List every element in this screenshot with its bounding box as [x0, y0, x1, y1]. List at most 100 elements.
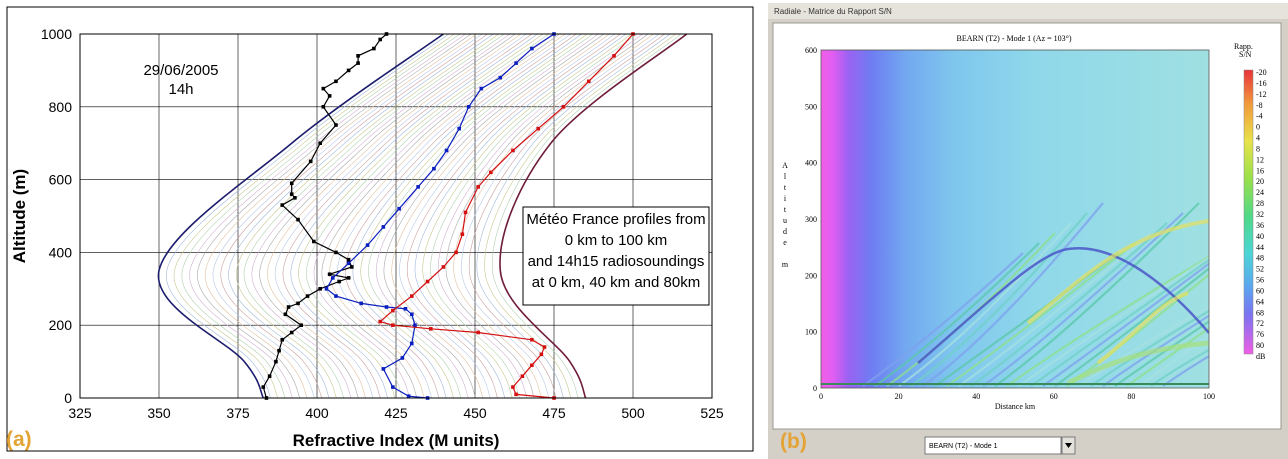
- y-tick-label-b: 200: [805, 271, 817, 280]
- radiosounding-0km-point: [356, 61, 360, 65]
- radiosounding-0km-point: [280, 203, 285, 207]
- profile-curve: [391, 33, 610, 399]
- profile-curve: [484, 33, 676, 399]
- annotation-box: [522, 206, 710, 306]
- radiosounding-80km-point: [539, 352, 544, 357]
- radiosounding-0km-point: [318, 287, 322, 291]
- colorbar-tick: -20: [1256, 68, 1267, 77]
- radiosounding-40km-point: [397, 206, 401, 211]
- profile-curve: [414, 33, 627, 399]
- colorbar-tick: dB: [1256, 352, 1265, 361]
- radiosounding-40km-point: [406, 394, 411, 398]
- radiosounding-0km-point: [334, 79, 338, 84]
- meteo-france-profiles: [166, 33, 682, 399]
- colorbar-tick: 24: [1256, 188, 1264, 197]
- y-tick-labels: 0 200 400 600 800 1000: [41, 26, 72, 406]
- chevron-down-icon: [1065, 443, 1072, 448]
- radiosounding-0km-point: [283, 312, 288, 317]
- radiosounding-0km-point: [274, 359, 278, 364]
- interference-streaks: [821, 202, 1209, 387]
- y-axis-letter: l: [784, 172, 787, 181]
- colorbar-tick: 48: [1256, 254, 1264, 263]
- radiosounding-0km-point: [289, 181, 294, 186]
- profile-curve: [282, 33, 533, 399]
- colorbar-tick: 16: [1256, 166, 1264, 175]
- y-tick-label-b: 0: [813, 384, 817, 393]
- colorbar-tick: 76: [1256, 330, 1264, 339]
- y-tick-label-b: 600: [805, 46, 817, 55]
- profile-curve: [220, 33, 488, 399]
- mode-select-box[interactable]: [924, 436, 1062, 455]
- radiosounding-40km-line: [325, 33, 555, 399]
- radiosounding-40km-point: [365, 243, 370, 247]
- interference-streak: [910, 212, 1088, 387]
- colorbar-tick: -4: [1256, 112, 1263, 121]
- radiosounding-40km-point: [346, 261, 351, 266]
- radiosounding-80km-point: [441, 265, 446, 269]
- duct-arc: [917, 247, 1209, 364]
- radiosounding-80km-point: [612, 54, 616, 58]
- radiosounding-80km-point: [391, 323, 395, 327]
- radiosounding-40km-point: [381, 367, 386, 371]
- interference-streak: [1114, 320, 1209, 387]
- window-title: Radiale - Matrice du Rapport S/N: [774, 7, 892, 16]
- x-axis-label-b: Distance km: [995, 402, 1036, 411]
- colorbar-tick: 8: [1256, 144, 1260, 153]
- radiosounding-80km-point: [536, 126, 540, 131]
- radiosounding-0km-point: [267, 374, 272, 378]
- radiosounding-80km-point: [511, 148, 515, 153]
- radiosounding-40km-point: [334, 294, 338, 298]
- high-snr-band: [1096, 291, 1189, 365]
- radiosounding-40km-point: [466, 105, 471, 109]
- profile-curve: [290, 33, 538, 399]
- window-titlebar: [768, 3, 1288, 19]
- y-tick-label-b: 300: [805, 215, 817, 224]
- radiosounding-80km-point: [520, 374, 525, 378]
- radiosounding-40km-point: [391, 385, 395, 389]
- annotation-line-3: and 14h15 radiosoundings: [528, 253, 705, 270]
- radiosounding-80km-point: [586, 79, 591, 84]
- interference-streak: [1150, 348, 1209, 387]
- y-axis-label: Altitude (m): [10, 169, 29, 263]
- y-tick-label-b: 500: [805, 102, 817, 111]
- radiosounding-0km-point: [289, 192, 294, 196]
- interference-streak: [1030, 258, 1209, 387]
- radiosounding-80km-point: [391, 308, 395, 313]
- radiosounding-40km-point: [498, 75, 503, 80]
- radiosounding-80km-point: [428, 327, 433, 331]
- profile-curve: [298, 33, 544, 399]
- radiosounding-40km-point: [384, 305, 389, 309]
- profile-curve: [267, 33, 521, 399]
- colorbar-title-2: S/N: [1239, 50, 1252, 59]
- x-tick-label-b: 80: [1127, 392, 1135, 401]
- radiosounding-80km-point: [476, 185, 480, 189]
- plot-title: BEARN (T2) - Mode 1 (Az = 103°): [956, 34, 1071, 43]
- mode-select[interactable]: BEARN (T2) - Mode 1: [924, 436, 1076, 455]
- radiosounding-40km-point: [479, 86, 484, 91]
- interference-streak: [1006, 255, 1209, 387]
- time-label: 14h: [168, 81, 193, 98]
- radiosounding-0km-point: [346, 257, 351, 262]
- y-tick-label: 200: [49, 317, 73, 333]
- radiosounding-0km-point: [349, 265, 354, 269]
- refractivity-profile-chart: 325 350 375 400 425 450 475 500 525 0 200 400 600 80…: [6, 6, 754, 452]
- colorbar-title-1: Rapp.: [1234, 42, 1253, 51]
- colorbar-tick: 64: [1256, 297, 1264, 306]
- radiosounding-0km-point: [321, 86, 326, 91]
- colorbar-tick: 32: [1256, 210, 1264, 219]
- profile-curve: [352, 33, 582, 399]
- profile-curve: [236, 33, 499, 399]
- radiosounding-80km-point: [460, 232, 465, 236]
- colorbar-tick: 52: [1256, 265, 1264, 274]
- radiosounding-0km-point: [305, 294, 310, 298]
- x-tick-label-b: 60: [1050, 392, 1058, 401]
- radiosounding-0km-point: [280, 337, 285, 342]
- radiosounding-40km-point: [413, 323, 417, 327]
- radiosounding-0km-point: [277, 348, 281, 353]
- x-tick-label-b: 100: [1203, 392, 1215, 401]
- profile-curve: [406, 33, 621, 399]
- x-tick-label: 400: [305, 405, 329, 421]
- profile-curve: [492, 33, 682, 399]
- plot-area-border: [79, 33, 713, 399]
- x-tick-label: 425: [384, 405, 408, 421]
